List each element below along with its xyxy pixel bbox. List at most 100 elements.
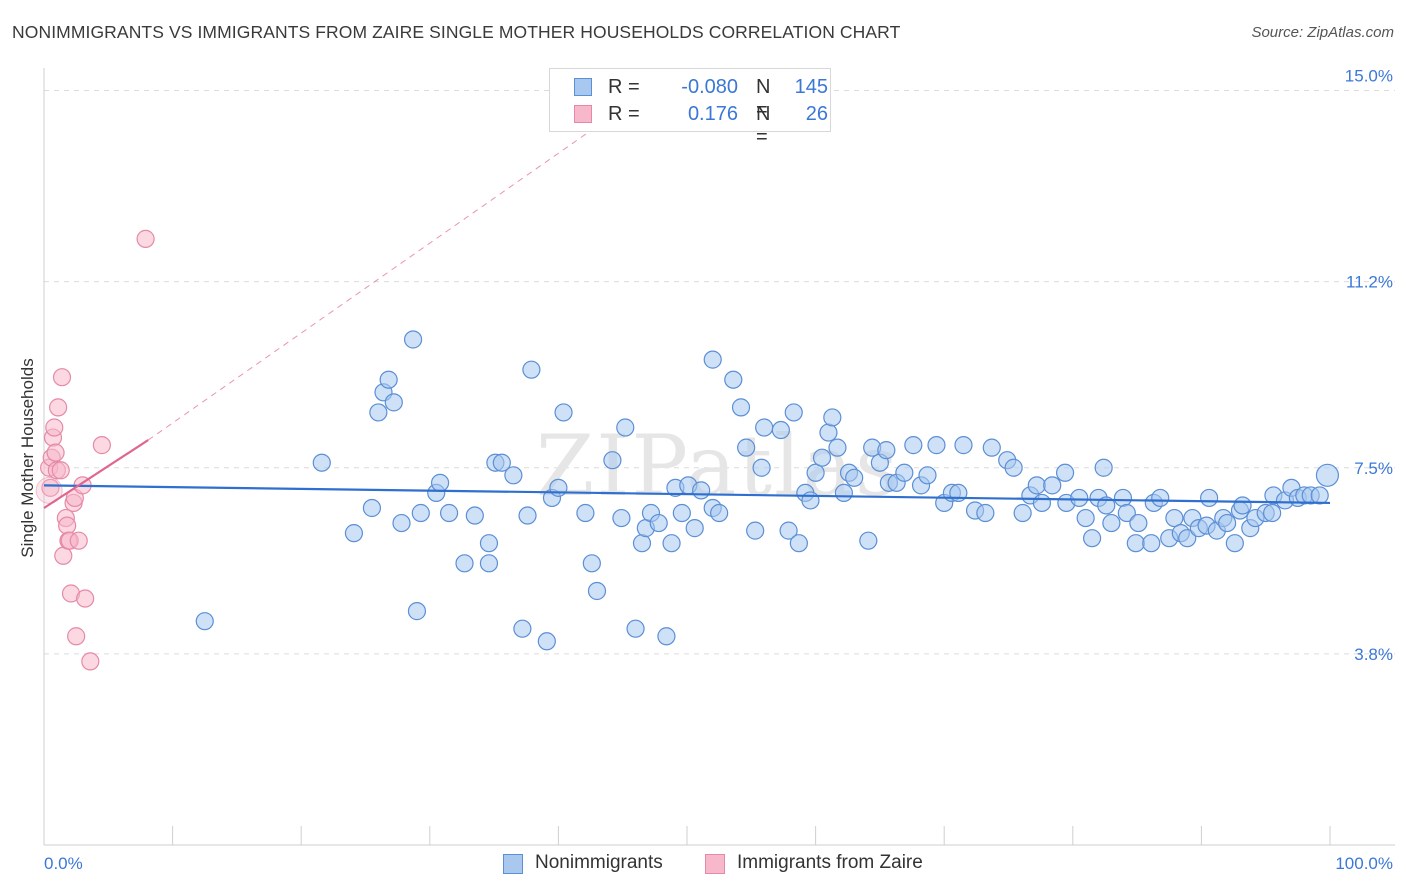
zaire-point [67, 627, 86, 646]
x-tick-label: 100.0% [1335, 854, 1393, 873]
nonimmigrant-point [1263, 503, 1282, 523]
tick-labels: 3.8% 7.5% 11.2% 15.0% 0.0% 100.0% [44, 67, 1393, 874]
x-tick-label: 0.0% [44, 854, 83, 873]
nonimmigrant-point [877, 441, 896, 460]
nonimmigrant-point [603, 451, 622, 470]
legend-r-value: -0.080 [681, 76, 738, 98]
zaire-point [136, 229, 155, 248]
nonimmigrant-point [755, 418, 774, 437]
nonimmigrant-point [710, 503, 729, 523]
nonimmigrant-point [1218, 513, 1237, 533]
y-tick-label: 7.5% [1354, 459, 1393, 478]
nonimmigrant-point [845, 468, 864, 487]
chart-title: NONIMMIGRANTS VS IMMIGRANTS FROM ZAIRE S… [12, 22, 901, 42]
nonimmigrant-point [1004, 458, 1023, 477]
nonimmigrant-point [927, 436, 946, 455]
nonimmigrant-point [479, 534, 499, 553]
nonimmigrant-point [806, 463, 825, 482]
nonimmigrant-point [1225, 534, 1244, 553]
nonimmigrant-point [379, 370, 398, 389]
legend-n-value: 145 [794, 76, 828, 98]
nonimmigrant-point [784, 403, 803, 422]
nonimmigrant-point [1178, 529, 1197, 548]
y-tick-label: 15.0% [1345, 67, 1393, 86]
nonimmigrant-point [1043, 476, 1062, 495]
zaire-point [51, 461, 70, 480]
nonimmigrant-point [587, 581, 607, 601]
zaire-trendline-extension [147, 130, 591, 441]
nonimmigrant-point [479, 554, 499, 573]
nonimmigrant-point [407, 602, 427, 621]
nonimmigrant-point [392, 513, 411, 533]
nonimmigrant-point [895, 463, 914, 482]
zaire-point [41, 478, 60, 497]
nonimmigrant-point [649, 513, 668, 533]
nonimmigrant-point [828, 438, 847, 457]
nonimmigrant-point [685, 519, 704, 538]
zaire-trendline [43, 439, 149, 509]
zaire-point [58, 516, 77, 535]
legend-n-label: N = [756, 76, 771, 121]
nonimmigrant-point [918, 466, 937, 485]
nonimmigrant-point [1076, 508, 1095, 528]
nonimmigrant-point [1113, 488, 1133, 508]
zaire-point [54, 546, 73, 565]
nonimmigrant-point [1082, 529, 1102, 548]
nonimmigrant-point [195, 612, 214, 631]
nonimmigrant-point [632, 534, 652, 553]
y-tick-label: 11.2% [1346, 273, 1393, 292]
nonimmigrant-point [737, 438, 756, 457]
zaire-point [45, 418, 64, 437]
nonimmigrant-point [344, 524, 364, 543]
nonimmigrant-point [834, 483, 853, 502]
nonimmigrant-point [771, 420, 790, 440]
nonimmigrant-point [982, 438, 1001, 457]
nonimmigrant-point [1027, 476, 1046, 495]
nonimmigrant-point [626, 619, 645, 638]
nonimmigrant-point [455, 554, 474, 573]
nonimmigrant-point [403, 330, 423, 349]
nonimmigrant-point [465, 506, 484, 525]
nonimmigrant-point [823, 408, 842, 427]
nonimmigrant-point [504, 466, 523, 485]
nonimmigrant-point [703, 350, 722, 369]
nonimmigrant-point [801, 491, 820, 510]
zaire-point [52, 368, 72, 387]
nonimmigrant-point [518, 506, 537, 525]
zaire-point [92, 436, 111, 455]
nonimmigrant-point [752, 458, 771, 477]
series-label: Immigrants from Zaire [737, 852, 923, 873]
nonimmigrant-point [672, 503, 691, 523]
nonimmigrant-point [439, 503, 459, 523]
nonimmigrant-point [859, 531, 878, 550]
nonimmigrant-point [1129, 513, 1148, 533]
nonimmigrant-point [1013, 503, 1032, 523]
nonimmigrant-point [731, 398, 751, 417]
y-tick-label: 3.8% [1354, 645, 1393, 664]
nonimmigrant-point [976, 503, 995, 523]
nonimmigrant-point [312, 453, 331, 472]
source-credit: Source: ZipAtlas.com [1251, 24, 1394, 41]
nonimmigrant-point [779, 521, 798, 540]
nonimmigrant-point [362, 498, 382, 518]
nonimmigrant-point [662, 534, 681, 553]
nonimmigrant-point [384, 393, 403, 412]
nonimmigrant-point [492, 453, 511, 472]
nonimmigrant-point [1070, 488, 1089, 508]
nonimmigrant-point [657, 627, 676, 646]
zaire-point [81, 652, 100, 671]
nonimmigrant-point [1117, 503, 1136, 523]
nonimmigrant-point [612, 508, 631, 528]
series-legend: Nonimmigrants Immigrants from Zaire [0, 851, 1406, 879]
nonimmigrant-point [1310, 486, 1329, 505]
legend-n-value: 26 [805, 103, 828, 125]
nonimmigrant-point [537, 632, 556, 651]
legend-swatch-blue [574, 78, 592, 96]
trend-lines [43, 130, 1331, 509]
nonimmigrant-point [819, 423, 838, 442]
legend-r-value: 0.176 [687, 103, 738, 125]
nonimmigrant-point [1097, 496, 1116, 515]
nonimmigrant-point [1032, 493, 1052, 513]
nonimmigrant-point [1126, 534, 1145, 553]
